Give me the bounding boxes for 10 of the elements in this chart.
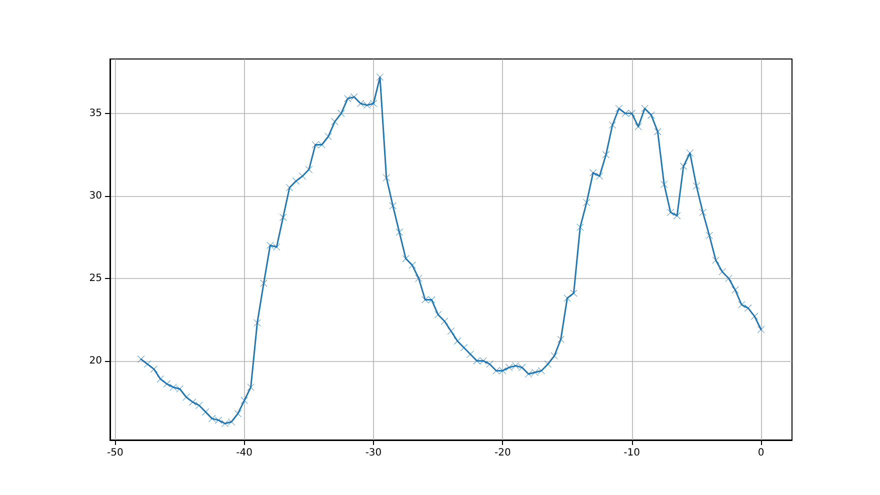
x-tick-label: -30 [365,448,382,458]
x-tick-label: -50 [106,448,124,458]
x-tick-label: -20 [494,448,511,458]
y-tick-label: 35 [89,108,102,119]
y-tick-label: 30 [89,190,102,202]
y-tick-label: 20 [89,355,102,366]
y-tick-label: 25 [89,272,102,284]
x-tick-label: -10 [624,448,640,458]
x-tick-label: 0 [758,448,764,458]
x-tick-label: -40 [236,448,253,458]
